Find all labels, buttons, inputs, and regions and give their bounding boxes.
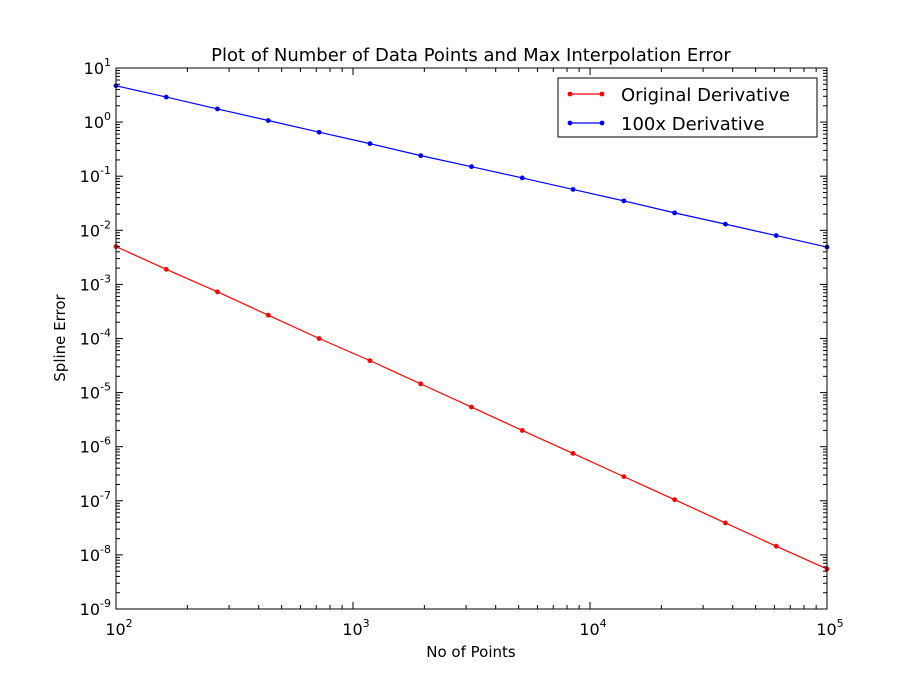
y-tick-label: 10-3 — [80, 272, 111, 294]
y-tick-label: 10-5 — [80, 381, 111, 403]
legend-marker — [567, 91, 573, 97]
series-0 — [113, 244, 830, 572]
data-point — [519, 175, 525, 181]
data-point — [316, 336, 322, 341]
y-tick-label: 10-1 — [80, 164, 111, 186]
legend-label: Original Derivative — [621, 85, 790, 106]
data-point — [723, 221, 728, 227]
y-tick-label: 10-7 — [80, 489, 111, 511]
data-point — [621, 198, 627, 204]
legend-entry: Original Derivative — [567, 85, 790, 106]
series-1 — [113, 83, 830, 250]
data-point — [773, 543, 779, 549]
y-tick-label: 10-9 — [80, 597, 111, 619]
data-point — [469, 404, 474, 410]
y-tick-label: 10-8 — [80, 543, 111, 565]
data-point — [316, 129, 322, 135]
data-point — [672, 210, 678, 216]
legend-marker — [599, 91, 605, 97]
x-tick-label: 103 — [342, 617, 369, 639]
legend-box — [557, 77, 818, 138]
legend-label: 100x Derivative — [621, 114, 765, 135]
data-point — [519, 428, 525, 433]
legend-marker — [567, 120, 573, 126]
data-point — [163, 266, 169, 272]
data-point — [672, 497, 678, 503]
data-point — [723, 520, 728, 526]
x-tick-label: 105 — [816, 617, 843, 639]
x-tick-label: 104 — [579, 617, 606, 639]
y-tick-label: 10-2 — [80, 218, 111, 240]
data-point — [418, 381, 424, 387]
chart-title: Plot of Number of Data Points and Max In… — [211, 45, 731, 66]
x-tick-label: 102 — [105, 617, 132, 639]
data-point — [570, 187, 576, 192]
legend-entries: Original Derivative 100x Derivative — [567, 85, 790, 135]
y-tick-label: 100 — [84, 110, 111, 132]
data-point — [265, 118, 271, 123]
data-point — [570, 451, 576, 456]
data-point — [367, 358, 373, 364]
y-axis: 101 100 10-1 10-2 10-3 10-4 10-5 10-6 10-7 10-8 10… — [80, 56, 827, 619]
legend-marker — [599, 120, 605, 126]
x-axis-title: No of Points — [426, 643, 516, 661]
legend-entry: 100x Derivative — [567, 114, 765, 135]
legend: Original Derivative 100x Derivative — [557, 77, 818, 138]
data-point — [418, 153, 424, 159]
data-point — [469, 164, 474, 170]
data-point — [265, 312, 271, 318]
series-layer — [113, 83, 830, 572]
data-point — [621, 474, 627, 480]
data-point — [773, 233, 779, 238]
data-point — [163, 94, 169, 100]
y-tick-label: 101 — [84, 56, 111, 78]
y-tick-label: 10-6 — [80, 435, 111, 457]
x-axis: 102 103 104 105 — [105, 68, 844, 639]
data-point — [367, 141, 373, 147]
y-axis-title: Spline Error — [51, 293, 69, 381]
y-tick-label: 10-4 — [80, 327, 111, 349]
data-point — [215, 289, 220, 295]
data-point — [215, 106, 220, 112]
